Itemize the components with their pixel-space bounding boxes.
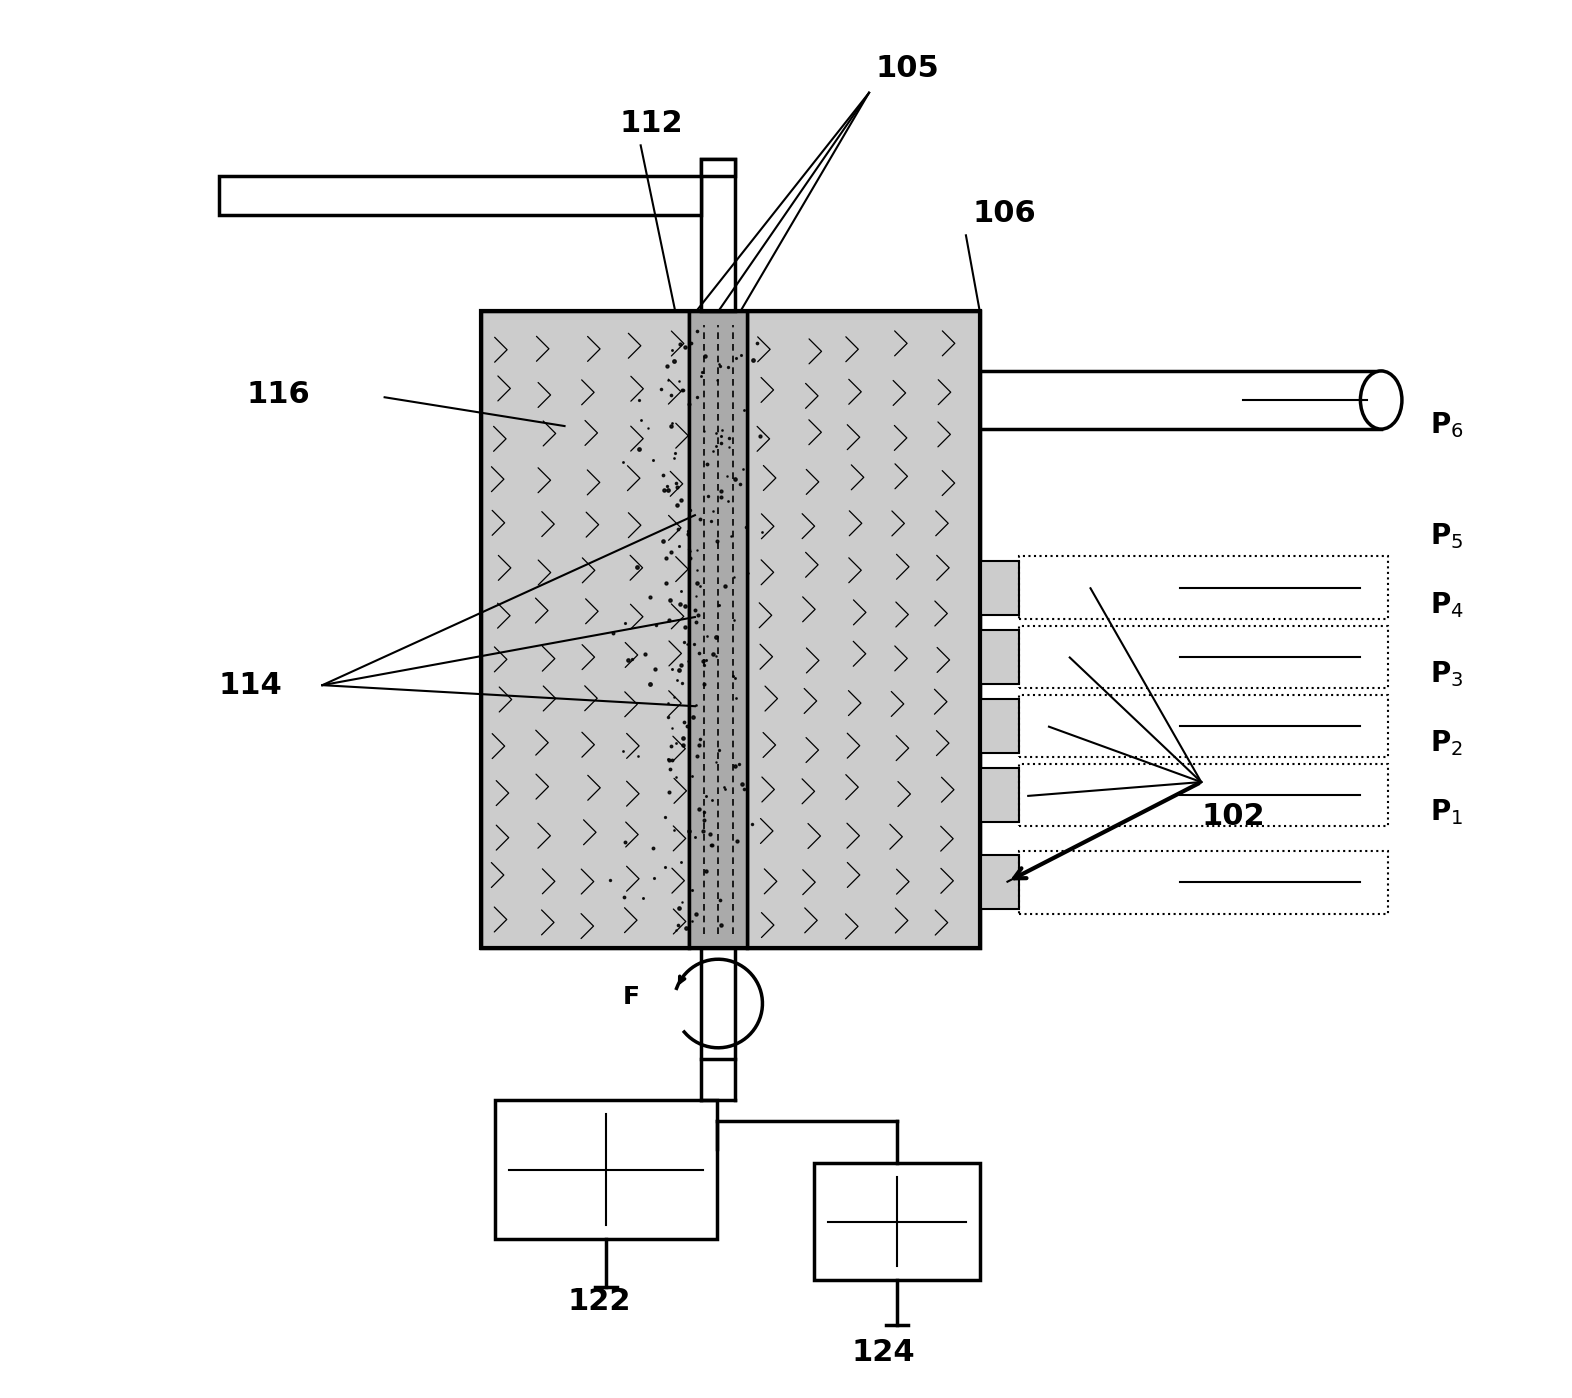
Polygon shape: [979, 629, 1019, 684]
Text: 105: 105: [876, 55, 940, 82]
Text: P$_2$: P$_2$: [1429, 728, 1462, 758]
Text: 116: 116: [247, 380, 310, 410]
Polygon shape: [979, 699, 1019, 754]
Polygon shape: [701, 159, 736, 176]
Text: P$_1$: P$_1$: [1429, 798, 1464, 828]
Text: 122: 122: [567, 1288, 630, 1317]
Text: 102: 102: [1201, 802, 1265, 832]
Text: F: F: [623, 984, 640, 1008]
Polygon shape: [814, 1163, 979, 1281]
Text: P$_5$: P$_5$: [1429, 521, 1464, 551]
Polygon shape: [689, 312, 747, 948]
Polygon shape: [701, 948, 736, 1058]
Polygon shape: [979, 856, 1019, 909]
Polygon shape: [979, 370, 1382, 429]
Polygon shape: [747, 312, 979, 948]
Text: P$_6$: P$_6$: [1429, 410, 1464, 440]
Polygon shape: [701, 159, 736, 312]
Polygon shape: [979, 561, 1019, 615]
Text: 112: 112: [619, 109, 684, 138]
Polygon shape: [495, 1100, 717, 1239]
Ellipse shape: [1360, 370, 1402, 429]
Text: P$_4$: P$_4$: [1429, 590, 1464, 619]
Text: 106: 106: [973, 200, 1036, 228]
Polygon shape: [979, 769, 1019, 822]
Text: 124: 124: [850, 1338, 915, 1367]
Polygon shape: [219, 176, 701, 214]
Text: P$_3$: P$_3$: [1429, 660, 1464, 689]
Polygon shape: [481, 312, 689, 948]
Text: 114: 114: [219, 671, 283, 699]
